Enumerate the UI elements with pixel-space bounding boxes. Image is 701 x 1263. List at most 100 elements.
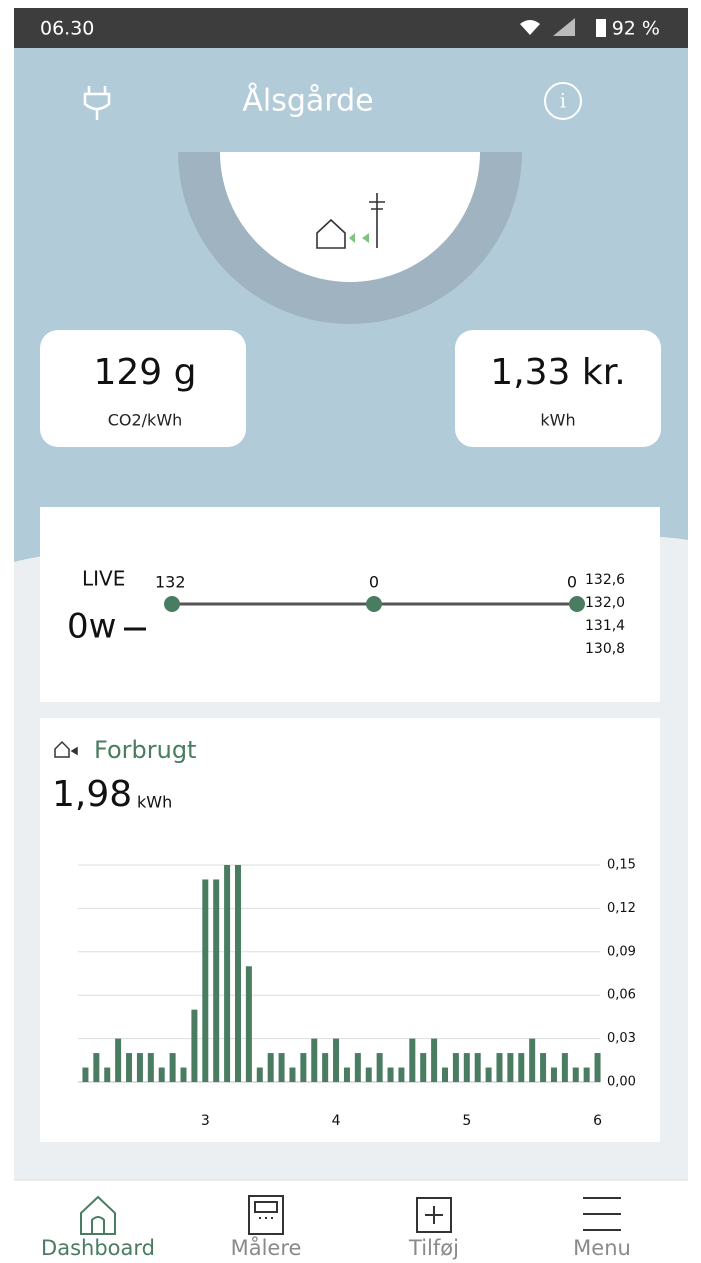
bar (431, 1038, 438, 1082)
bar (518, 1053, 525, 1082)
bar (267, 1053, 274, 1082)
bar (452, 1053, 459, 1082)
live-point (164, 596, 180, 612)
bar (311, 1038, 318, 1082)
bar (485, 1067, 492, 1082)
x-tick-label: 6 (593, 1113, 602, 1129)
bar (529, 1038, 536, 1082)
nav-item[interactable]: Målere (231, 1195, 302, 1260)
svg-text:i: i (560, 89, 566, 113)
live-point-label: 132 (155, 573, 186, 592)
bar (550, 1067, 557, 1082)
consumption-title: Forbrugt (94, 736, 196, 764)
bar (474, 1053, 481, 1082)
status-bar (14, 8, 688, 48)
live-scale-label: 130,8 (585, 641, 625, 657)
battery-icon (596, 19, 606, 37)
bar (442, 1067, 449, 1082)
price-tile (455, 330, 661, 447)
bar (136, 1053, 143, 1082)
bar (398, 1067, 405, 1082)
bar (583, 1067, 590, 1082)
nav-label[interactable]: Dashboard (41, 1236, 155, 1260)
bar (234, 865, 241, 1082)
bar (158, 1067, 165, 1082)
bar (594, 1053, 601, 1082)
live-scale-label: 132,6 (585, 572, 625, 588)
bar (104, 1067, 111, 1082)
nav-label[interactable]: Tilføj (408, 1236, 459, 1260)
consumption-total: 1,98 (52, 774, 132, 815)
price-unit: kWh (540, 411, 575, 430)
bar (256, 1067, 263, 1082)
location-title[interactable]: Ålsgårde (242, 83, 373, 119)
nav-item[interactable]: Dashboard (41, 1195, 155, 1260)
bar (213, 879, 220, 1082)
bottom-nav (14, 1180, 688, 1263)
y-tick-label: 0,00 (607, 1075, 636, 1090)
bar (93, 1053, 100, 1082)
live-point-label: 0 (567, 573, 577, 592)
bar (224, 865, 231, 1082)
live-point (366, 596, 382, 612)
consumption-unit: kWh (137, 793, 172, 812)
bar (147, 1053, 154, 1082)
y-tick-label: 0,15 (607, 858, 636, 873)
nav-icon (583, 1197, 621, 1231)
flow-icon (316, 193, 385, 249)
nav-icon (248, 1195, 284, 1235)
nav-item[interactable]: Menu (573, 1197, 631, 1260)
bar (343, 1067, 350, 1082)
nav-label[interactable]: Målere (231, 1235, 302, 1260)
bar (354, 1053, 361, 1082)
nav-label[interactable]: Menu (573, 1236, 631, 1260)
bar (180, 1067, 187, 1082)
bar (561, 1053, 568, 1082)
plug-icon[interactable] (83, 86, 111, 120)
bar (322, 1053, 329, 1082)
bar (202, 879, 209, 1082)
bar (507, 1053, 514, 1082)
bar (463, 1053, 470, 1082)
bar (82, 1067, 89, 1082)
home-icon (54, 740, 78, 758)
live-scale-label: 132,0 (585, 595, 625, 611)
bar (126, 1053, 133, 1082)
x-tick-label: 3 (201, 1113, 210, 1129)
info-icon[interactable]: i (544, 82, 582, 120)
x-tick-label: 5 (462, 1113, 471, 1129)
bar (365, 1067, 372, 1082)
price-value: 1,33 kr. (490, 352, 625, 393)
gauge-center (220, 152, 480, 282)
bar (420, 1053, 427, 1082)
bar (376, 1053, 383, 1082)
bar (245, 966, 252, 1082)
bar (540, 1053, 547, 1082)
live-scale-label: 131,4 (585, 618, 625, 634)
bar (572, 1067, 579, 1082)
status-battery: 92 % (612, 18, 660, 40)
co2-value: 129 g (93, 352, 196, 393)
live-point-label: 0 (369, 573, 379, 592)
bar (191, 1009, 198, 1082)
bar (387, 1067, 394, 1082)
y-tick-label: 0,06 (607, 988, 636, 1003)
bar (289, 1067, 296, 1082)
live-point (569, 596, 585, 612)
nav-icon (80, 1195, 116, 1235)
signal-icon (553, 18, 575, 36)
bar (278, 1053, 285, 1082)
y-tick-label: 0,03 (607, 1031, 636, 1046)
bar (496, 1053, 503, 1082)
x-tick-label: 4 (332, 1113, 341, 1129)
y-tick-label: 0,09 (607, 944, 636, 959)
status-time: 06.30 (40, 18, 94, 40)
nav-icon (416, 1197, 452, 1233)
y-tick-label: 0,12 (607, 901, 636, 916)
bar (300, 1053, 307, 1082)
nav-item[interactable]: Tilføj (408, 1197, 459, 1260)
bar (169, 1053, 176, 1082)
co2-unit: CO2/kWh (108, 411, 183, 430)
co2-tile (40, 330, 246, 447)
